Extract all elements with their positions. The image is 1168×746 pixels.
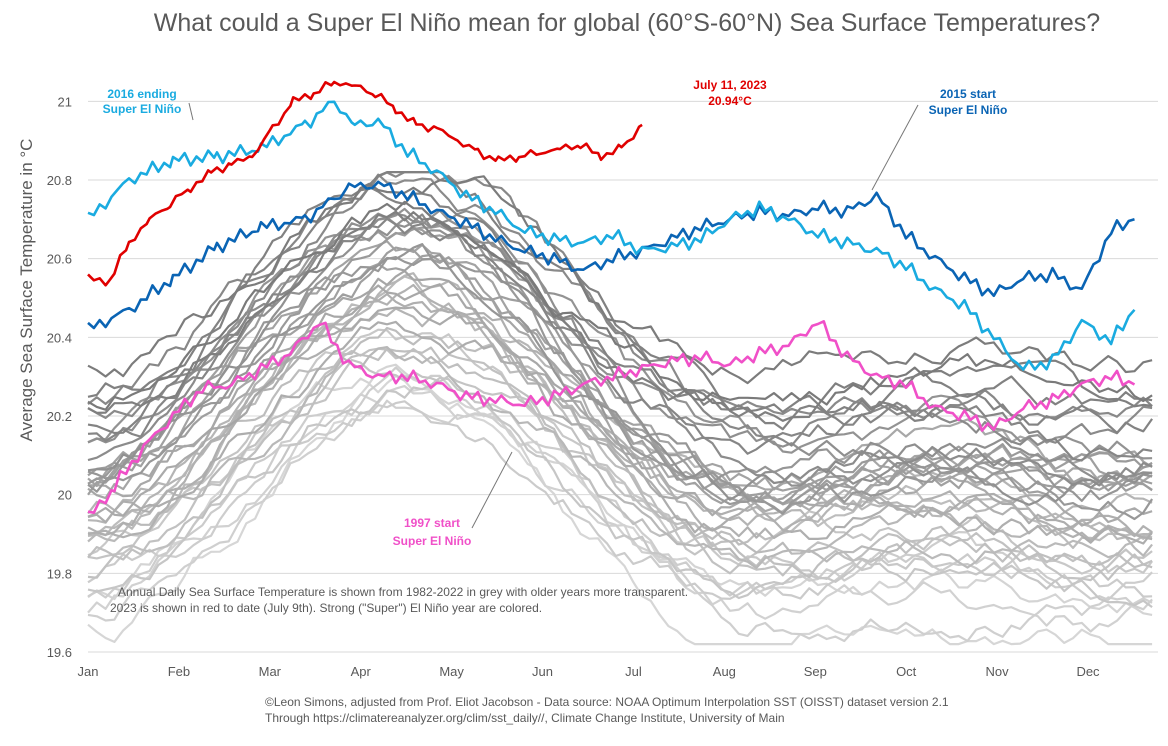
x-tick-aug: Aug — [713, 664, 736, 679]
label-2015-line2: Super El Niño — [929, 103, 1008, 117]
x-tick-jun: Jun — [532, 664, 553, 679]
x-tick-jan: Jan — [78, 664, 99, 679]
x-tick-may: May — [439, 664, 464, 679]
y-tick-4: 20.4 — [47, 330, 72, 345]
x-tick-dec: Dec — [1076, 664, 1100, 679]
leader-2015 — [871, 104, 919, 191]
bg-year-line-2003 — [87, 270, 1153, 508]
x-tick-oct: Oct — [896, 664, 917, 679]
y-tick-2: 20 — [58, 488, 72, 503]
x-tick-mar: Mar — [259, 664, 282, 679]
credit-line1: ©Leon Simons, adjusted from Prof. Eliot … — [265, 695, 949, 709]
bg-year-line-1991 — [87, 347, 1153, 581]
bg-year-line-2022 — [87, 200, 1153, 411]
highlight-year-lines — [87, 80, 1136, 515]
bg-year-line-2021 — [87, 175, 1153, 385]
background-year-lines — [87, 171, 1154, 646]
bg-year-line-2012 — [87, 217, 1153, 506]
bg-year-line-2010 — [87, 243, 1153, 502]
bg-year-line-1995 — [87, 346, 1153, 570]
label-1997-line1: 1997 start — [404, 516, 460, 530]
bg-year-line-1984 — [87, 385, 1153, 633]
series-line-2023 — [87, 80, 643, 287]
leader-2016 — [188, 102, 194, 121]
bg-year-line-1999 — [87, 293, 1153, 541]
note-line1: Annual Daily Sea Surface Temperature is … — [118, 585, 688, 599]
label-2016-line2: Super El Niño — [103, 102, 182, 116]
bg-year-line-2011 — [87, 207, 1153, 460]
x-tick-apr: Apr — [351, 664, 372, 679]
bg-year-line-2016 — [87, 171, 1153, 447]
series-line-2015 — [87, 180, 1135, 330]
note-line2: 2023 is shown in red to date (July 9th).… — [110, 601, 542, 615]
label-2016-line1: 2016 ending — [107, 87, 176, 101]
y-tick-0: 19.6 — [47, 645, 72, 660]
x-tick-labels: Jan Feb Mar Apr May Jun Jul Aug Sep Oct Nov Dec — [78, 664, 1101, 679]
bg-year-line-2000 — [87, 320, 1153, 545]
series-line-1997 — [87, 319, 1136, 515]
label-2015-line1: 2015 start — [940, 87, 996, 101]
bg-year-line-1985 — [87, 399, 1153, 643]
y-tick-7: 21 — [58, 94, 72, 109]
x-tick-feb: Feb — [168, 664, 190, 679]
bg-year-line-1992 — [87, 346, 1153, 579]
bg-year-line-2019 — [87, 171, 1153, 418]
label-2023-value: 20.94°C — [708, 94, 752, 108]
bg-year-line-1989 — [87, 376, 1153, 608]
y-tick-3: 20.2 — [47, 409, 72, 424]
chart-title: What could a Super El Niño mean for glob… — [154, 9, 1100, 37]
y-tick-1: 19.8 — [47, 566, 72, 581]
label-2023-line1: July 11, 2023 — [693, 78, 767, 92]
bg-year-line-1998 — [87, 283, 1153, 542]
credit-line2: Through https://climatereanalyzer.org/cl… — [265, 711, 785, 725]
leader-1997 — [471, 451, 513, 529]
bg-year-line-2009 — [87, 256, 1154, 521]
x-tick-sep: Sep — [804, 664, 827, 679]
x-tick-jul: Jul — [625, 664, 642, 679]
bg-year-line-1988 — [87, 328, 1153, 581]
y-tick-labels: 19.6 19.8 20 20.2 20.4 20.6 20.8 21 — [47, 94, 72, 660]
label-1997-line2: Super El Niño — [393, 534, 472, 548]
y-axis-label: Average Sea Surface Temperature in °C — [17, 139, 36, 442]
bg-year-line-1983 — [87, 363, 1153, 616]
y-tick-6: 20.8 — [47, 173, 72, 188]
x-tick-nov: Nov — [986, 664, 1010, 679]
y-tick-5: 20.6 — [47, 252, 72, 267]
bg-year-line-2017 — [87, 217, 1153, 462]
bg-year-line-2001 — [87, 306, 1153, 527]
